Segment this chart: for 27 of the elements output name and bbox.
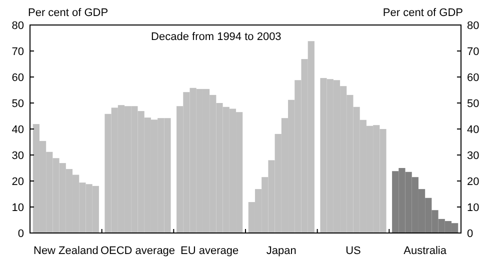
x-tick-label: New Zealand [34, 245, 98, 257]
y2-tick-label: 20 [467, 176, 480, 188]
y2-tick-label: 40 [467, 124, 480, 136]
y-tick-label: 40 [12, 124, 24, 136]
y-tick-label: 20 [12, 176, 24, 188]
y2-tick-label: 80 [467, 20, 480, 32]
y-tick-label: 50 [12, 98, 24, 110]
y-axis-title: Per cent of GDP [28, 7, 108, 19]
y2-tick-label: 50 [467, 98, 480, 110]
y2-tick-label: 30 [467, 150, 480, 162]
y2-tick-label: 70 [467, 46, 480, 58]
y2-tick-label: 60 [467, 72, 480, 84]
x-tick-label: Australia [404, 245, 448, 257]
y2-tick-label: 10 [467, 202, 480, 214]
y2-axis-title: Per cent of GDP [382, 7, 463, 19]
y-tick-label: 30 [12, 150, 24, 162]
y-tick-label: 10 [12, 202, 24, 214]
x-tick-label: EU average [180, 245, 239, 257]
annotation: Decade from 1994 to 2003 [151, 31, 282, 43]
y-tick-label: 0 [18, 228, 24, 240]
y-tick-label: 80 [12, 20, 24, 32]
y-tick-label: 70 [12, 46, 24, 58]
y2-tick-label: 0 [467, 228, 474, 240]
y-tick-label: 60 [12, 72, 24, 84]
x-tick-label: US [346, 245, 361, 257]
x-tick-label: OECD average [100, 245, 176, 257]
x-tick-label: Japan [266, 245, 296, 257]
